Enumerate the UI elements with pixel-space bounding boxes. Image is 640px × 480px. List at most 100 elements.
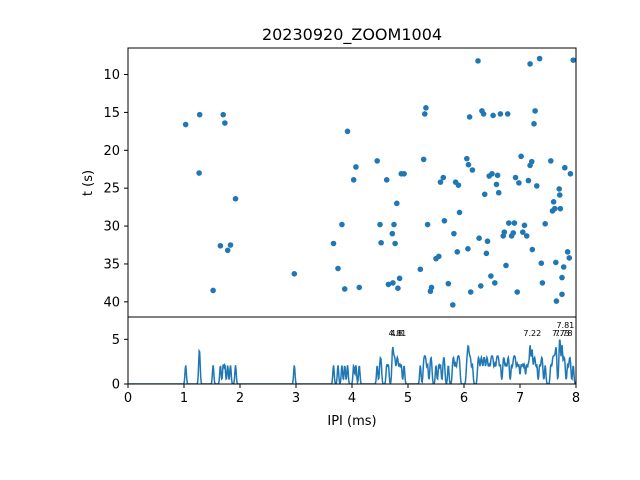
data-point xyxy=(465,161,472,168)
data-point xyxy=(344,128,351,135)
data-point xyxy=(510,230,517,236)
data-point xyxy=(529,246,536,253)
x-tick-label: 6 xyxy=(460,391,468,406)
y-tick-label: 20 xyxy=(103,144,120,159)
data-point xyxy=(378,239,384,246)
x-tick-label: 3 xyxy=(292,391,300,406)
x-tick-label: 8 xyxy=(572,391,580,406)
data-point xyxy=(451,230,457,237)
data-point xyxy=(465,246,471,252)
data-point xyxy=(232,195,239,202)
data-point xyxy=(495,189,502,196)
data-point xyxy=(182,121,189,128)
data-point xyxy=(566,255,573,261)
data-point xyxy=(497,111,504,117)
data-point xyxy=(445,280,452,287)
data-point xyxy=(483,250,490,257)
data-point xyxy=(514,289,520,295)
scatter-points xyxy=(182,55,576,308)
data-point xyxy=(394,200,400,207)
data-point xyxy=(424,221,431,228)
data-point xyxy=(466,114,473,120)
y-tick-label: 30 xyxy=(103,220,120,235)
data-point xyxy=(385,281,392,288)
peak-label: 7.78 xyxy=(555,329,573,338)
data-point xyxy=(493,181,500,188)
data-point xyxy=(436,253,442,260)
data-point xyxy=(377,221,383,228)
data-point xyxy=(538,260,545,267)
data-point xyxy=(356,284,363,291)
data-point xyxy=(339,221,345,228)
data-point xyxy=(484,238,491,245)
data-point xyxy=(389,230,396,237)
data-point xyxy=(553,298,560,304)
data-point xyxy=(539,280,546,286)
data-point xyxy=(521,222,528,229)
data-point xyxy=(450,302,456,308)
y-axis-ticks: 10 15 20 25 30 35 40 xyxy=(103,68,128,310)
y-tick-label: 35 xyxy=(103,257,120,272)
peak-labels: 4.84.81 7.22 7.817.737.78 xyxy=(388,321,574,338)
data-point xyxy=(383,177,390,183)
data-point xyxy=(490,112,496,119)
data-point xyxy=(516,180,522,186)
data-point xyxy=(523,233,530,239)
data-point xyxy=(454,249,461,255)
data-point xyxy=(556,192,563,198)
data-point xyxy=(536,55,543,62)
scatter-panel: 20230920_ZOOM1004 t (s) 10 15 20 25 30 35 40 xyxy=(81,25,577,318)
hist-y-tick-label: 0 xyxy=(112,378,120,393)
peak-label: 7.73 xyxy=(552,329,570,338)
data-point xyxy=(503,262,509,269)
data-point xyxy=(428,284,435,291)
data-point xyxy=(556,186,562,192)
x-axis-ticks: 0 1 2 3 4 5 6 7 8 xyxy=(124,384,580,406)
data-point xyxy=(196,111,203,118)
data-point xyxy=(210,287,216,294)
data-point xyxy=(531,120,537,127)
peak-label: 4.81 xyxy=(388,329,406,338)
data-point xyxy=(494,172,501,179)
data-point xyxy=(518,153,524,160)
data-point xyxy=(374,158,381,164)
x-tick-label: 5 xyxy=(404,391,412,406)
data-point xyxy=(534,183,540,189)
data-point xyxy=(353,164,359,170)
data-point xyxy=(481,191,488,198)
data-point xyxy=(464,155,470,162)
data-point xyxy=(501,229,508,235)
data-point xyxy=(224,247,231,254)
data-point xyxy=(417,266,424,273)
data-point xyxy=(392,240,398,247)
data-point xyxy=(528,158,535,165)
data-point xyxy=(511,220,518,226)
data-point xyxy=(527,61,533,67)
hist-y-axis-ticks: 05 xyxy=(112,333,128,393)
data-point xyxy=(423,105,429,111)
x-axis-label: IPI (ms) xyxy=(327,414,376,429)
data-point xyxy=(480,111,487,117)
data-point xyxy=(401,170,407,177)
data-point xyxy=(564,249,571,255)
data-point xyxy=(520,229,526,235)
y-tick-label: 15 xyxy=(103,106,120,121)
data-point xyxy=(469,167,476,173)
peak-label: 7.81 xyxy=(556,321,574,330)
data-point xyxy=(440,174,447,181)
data-point xyxy=(467,289,474,295)
x-tick-label: 7 xyxy=(516,391,524,406)
data-point xyxy=(330,240,337,247)
data-point xyxy=(570,57,576,63)
y-tick-label: 10 xyxy=(103,68,120,83)
data-point xyxy=(489,170,495,177)
x-tick-label: 0 xyxy=(124,391,132,406)
data-point xyxy=(532,108,538,114)
y-axis-label: t (s) xyxy=(81,170,96,196)
data-point xyxy=(476,235,482,241)
data-point xyxy=(396,275,403,282)
data-point xyxy=(492,280,498,286)
data-point xyxy=(550,199,557,205)
hist-y-tick-label: 5 xyxy=(112,333,120,348)
